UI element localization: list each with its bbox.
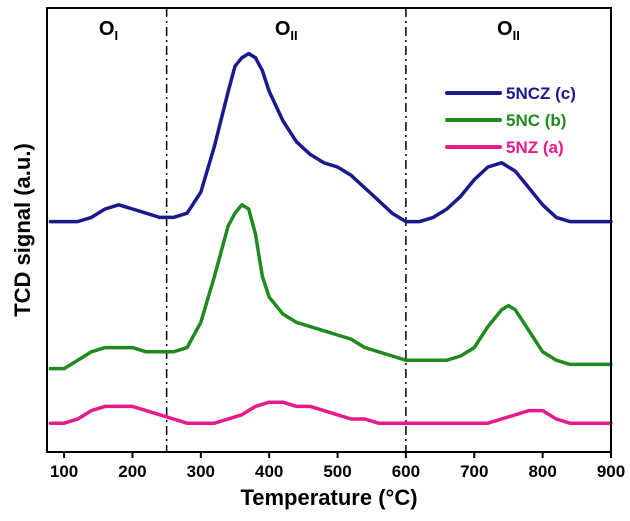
region-label: OII (497, 18, 520, 43)
x-tick-label: 700 (460, 462, 488, 481)
region-label-subscript: II (290, 28, 297, 43)
region-label: OI (99, 18, 118, 43)
x-tick-label: 400 (255, 462, 283, 481)
region-labels: OI OII OII (99, 18, 520, 43)
x-axis-title: Temperature (°C) (240, 485, 417, 510)
series-layer (48, 51, 613, 425)
legend-label: 5NC (b) (506, 111, 566, 130)
series-line-0 (48, 51, 613, 224)
x-axis: 100 200 300 400 500 600 700 800 900 (50, 452, 625, 481)
legend: 5NCZ (c) 5NC (b) 5NZ (a) (445, 84, 576, 157)
x-tick-label: 500 (323, 462, 351, 481)
legend-label: 5NZ (a) (506, 138, 564, 157)
series-line-2 (48, 400, 613, 425)
series-line-1 (48, 203, 613, 371)
plot-frame (46, 7, 612, 453)
x-tick-label: 600 (392, 462, 420, 481)
legend-label: 5NCZ (c) (506, 84, 576, 103)
x-tick-label: 300 (187, 462, 215, 481)
x-tick-label: 200 (118, 462, 146, 481)
region-dividers (165, 8, 407, 452)
x-tick-label: 900 (597, 462, 625, 481)
x-tick-label: 100 (50, 462, 78, 481)
region-label-subscript: II (513, 28, 520, 43)
y-axis-title: TCD signal (a.u.) (10, 143, 35, 317)
region-label-subscript: I (114, 28, 118, 43)
region-label: OII (275, 18, 298, 43)
x-tick-label: 800 (528, 462, 556, 481)
